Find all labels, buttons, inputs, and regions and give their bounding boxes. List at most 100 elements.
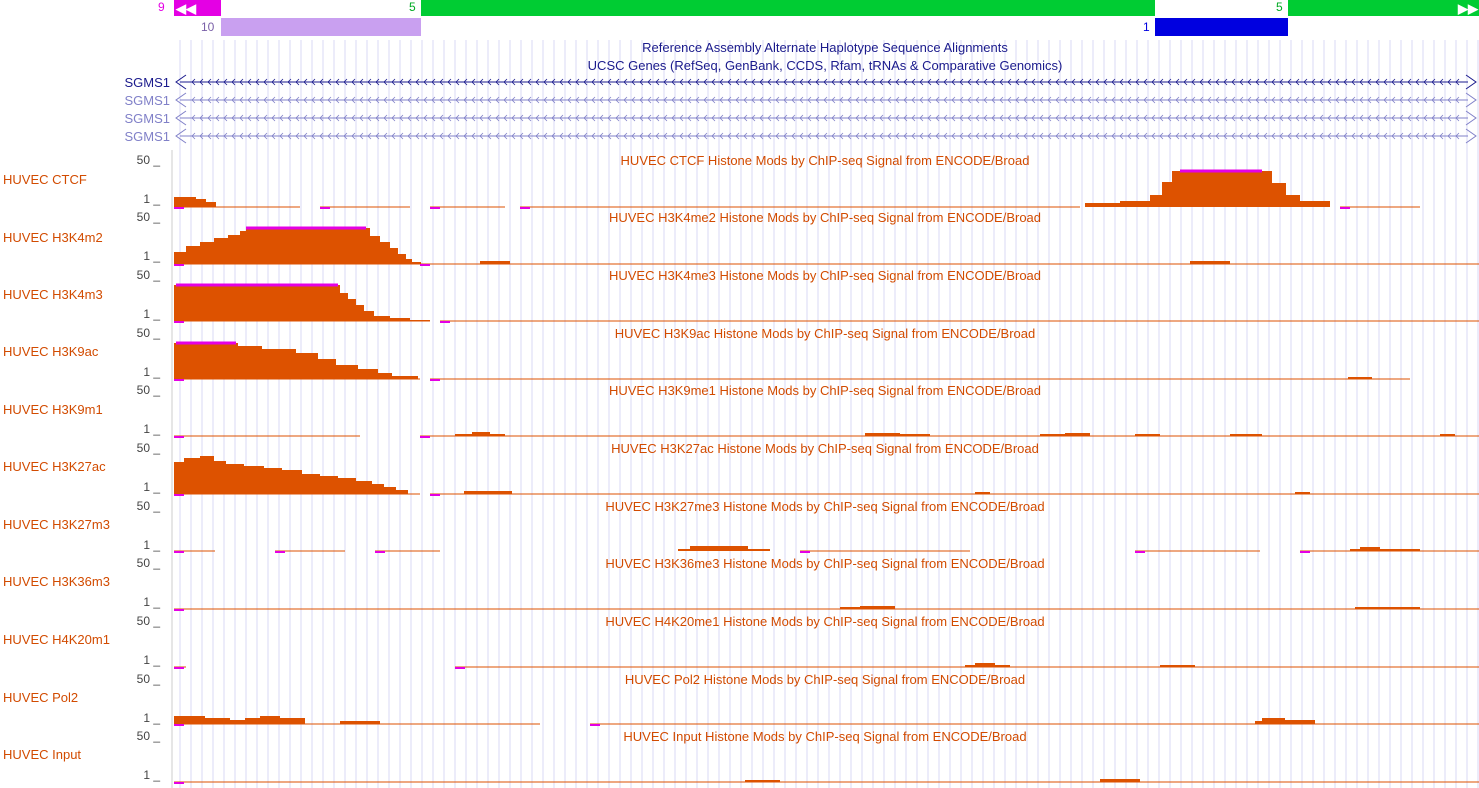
gene-strand-arrow [935, 96, 940, 104]
gene-strand-arrow [215, 132, 220, 140]
gene-strand-arrow [455, 114, 460, 122]
signal-peak [1348, 377, 1372, 379]
scale-max-label: 50 _ [136, 326, 160, 340]
gene-label-4[interactable]: SGMS1 [124, 129, 170, 144]
gene-strand-arrow [343, 114, 348, 122]
gene-strand-arrow [1055, 132, 1060, 140]
alt-haplotype-title: Reference Assembly Alternate Haplotype S… [642, 40, 1008, 55]
track-label-h3k36m3[interactable]: HUVEC H3K36m3 [3, 574, 110, 589]
scale-min-label: 1 _ [143, 595, 160, 609]
track-label-h3k27ac[interactable]: HUVEC H3K27ac [3, 459, 106, 474]
gene-strand-arrow [687, 114, 692, 122]
gene-strand-arrow [599, 78, 604, 86]
gene-strand-arrow [319, 114, 324, 122]
gene-strand-arrow [535, 96, 540, 104]
gene-strand-arrow [407, 132, 412, 140]
track-label-h3k27m3[interactable]: HUVEC H3K27m3 [3, 517, 110, 532]
gene-strand-arrow [775, 78, 780, 86]
gene-label-2[interactable]: SGMS1 [124, 93, 170, 108]
gene-strand-arrow [1319, 114, 1324, 122]
gene-strand-arrow [903, 78, 908, 86]
track-label-h4k20m1[interactable]: HUVEC H4K20m1 [3, 632, 110, 647]
gene-strand-arrow [1055, 96, 1060, 104]
gene-strand-arrow [607, 114, 612, 122]
gene-strand-arrow [1399, 78, 1404, 86]
gene-models[interactable] [0, 70, 1479, 150]
gene-strand-arrow [983, 132, 988, 140]
track-label-h3k4m3[interactable]: HUVEC H3K4m3 [3, 287, 103, 302]
gene-strand-arrow [239, 78, 244, 86]
gene-strand-arrow [1399, 132, 1404, 140]
gene-strand-arrow [247, 132, 252, 140]
gene-strand-arrow [223, 96, 228, 104]
gene-strand-arrow [1279, 132, 1284, 140]
gene-strand-arrow [871, 114, 876, 122]
gene-strand-arrow [1295, 114, 1300, 122]
gene-strand-arrow [847, 114, 852, 122]
gene-strand-arrow [1431, 132, 1436, 140]
track-label-h3k4m2[interactable]: HUVEC H3K4m2 [3, 230, 103, 245]
gene-strand-arrow [295, 132, 300, 140]
signal-peak [174, 716, 305, 724]
gene-strand-arrow [1335, 96, 1340, 104]
gene-strand-arrow [967, 78, 972, 86]
track-label-pol2[interactable]: HUVEC Pol2 [3, 690, 79, 705]
gene-strand-arrow [1175, 96, 1180, 104]
gene-strand-arrow [455, 96, 460, 104]
gene-strand-arrow [887, 114, 892, 122]
gene-strand-arrow [687, 132, 692, 140]
chain-track[interactable]: ◀◀ ▶▶ [0, 0, 1479, 40]
gene-strand-arrow [423, 132, 428, 140]
gene-strand-arrow [823, 96, 828, 104]
gene-strand-arrow [631, 78, 636, 86]
gene-strand-arrow [1319, 132, 1324, 140]
gene-strand-arrow [575, 114, 580, 122]
scale-max-label: 50 _ [136, 614, 160, 628]
gene-strand-arrow [855, 78, 860, 86]
gene-strand-arrow [1063, 78, 1068, 86]
gene-strand-arrow [775, 96, 780, 104]
gene-strand-arrow [1247, 132, 1252, 140]
track-label-h3k9m1[interactable]: HUVEC H3K9m1 [3, 402, 103, 417]
gene-strand-arrow [343, 78, 348, 86]
track-label-input[interactable]: HUVEC Input [3, 747, 82, 762]
gene-strand-arrow [855, 96, 860, 104]
gene-strand-arrow [439, 78, 444, 86]
gene-end-arrow [1465, 74, 1477, 90]
gene-strand-arrow [783, 132, 788, 140]
gene-strand-arrow [1423, 132, 1428, 140]
gene-strand-arrow [415, 96, 420, 104]
gene-strand-arrow [863, 78, 868, 86]
scale-max-label: 50 _ [136, 441, 160, 455]
gene-strand-arrow [871, 96, 876, 104]
gene-strand-arrow [615, 132, 620, 140]
gene-strand-arrow [527, 132, 532, 140]
gene-end-arrow [175, 92, 187, 108]
gene-strand-arrow [543, 114, 548, 122]
gene-strand-arrow [239, 96, 244, 104]
gene-strand-arrow [375, 78, 380, 86]
gene-strand-arrow [1191, 114, 1196, 122]
gene-strand-arrow [463, 96, 468, 104]
track-label-ctcf[interactable]: HUVEC CTCF [3, 172, 87, 187]
gene-strand-arrow [663, 114, 668, 122]
gene-strand-arrow [703, 114, 708, 122]
gene-strand-arrow [799, 114, 804, 122]
signal-peak [745, 780, 780, 782]
gene-strand-arrow [623, 96, 628, 104]
gene-label-1[interactable]: SGMS1 [124, 75, 170, 90]
gene-strand-arrow [735, 78, 740, 86]
gene-strand-arrow [271, 132, 276, 140]
gene-label-3[interactable]: SGMS1 [124, 111, 170, 126]
gene-strand-arrow [311, 114, 316, 122]
track-label-h3k9ac[interactable]: HUVEC H3K9ac [3, 344, 99, 359]
gene-strand-arrow [463, 78, 468, 86]
gene-strand-arrow [1263, 114, 1268, 122]
gene-strand-arrow [1175, 78, 1180, 86]
gene-strand-arrow [1063, 96, 1068, 104]
gene-strand-arrow [1063, 114, 1068, 122]
gene-strand-arrow [263, 78, 268, 86]
gene-strand-arrow [855, 114, 860, 122]
